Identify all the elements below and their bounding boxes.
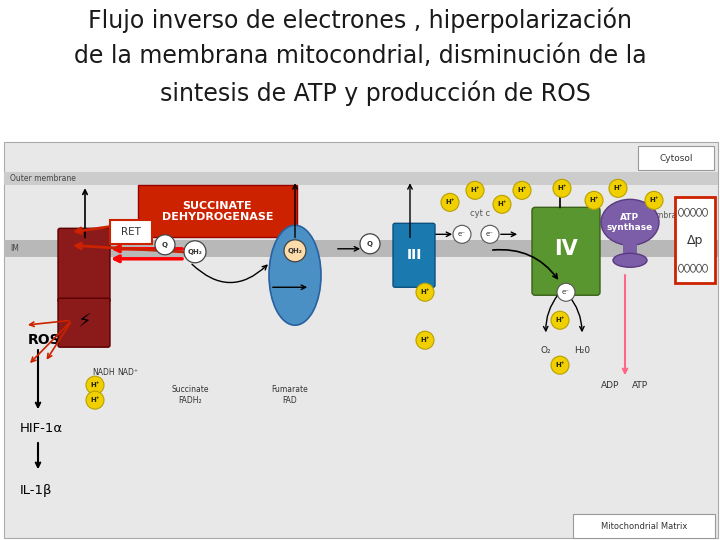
Ellipse shape: [678, 264, 683, 272]
Text: RET: RET: [121, 227, 141, 237]
Text: NADH: NADH: [92, 368, 114, 377]
Text: H⁺: H⁺: [613, 185, 623, 191]
Circle shape: [86, 391, 104, 409]
Text: ⚡: ⚡: [77, 313, 91, 332]
Text: Mitochondrial Matrix: Mitochondrial Matrix: [600, 522, 687, 530]
Text: H₂0: H₂0: [574, 346, 590, 355]
Circle shape: [551, 356, 569, 374]
Text: H⁺: H⁺: [470, 187, 480, 193]
FancyBboxPatch shape: [4, 143, 718, 538]
Circle shape: [513, 181, 531, 199]
Circle shape: [416, 284, 434, 301]
Ellipse shape: [696, 208, 701, 217]
Circle shape: [553, 179, 571, 197]
Text: Outer membrane: Outer membrane: [10, 174, 76, 184]
Circle shape: [645, 191, 663, 210]
Text: H⁺: H⁺: [555, 317, 564, 323]
Ellipse shape: [269, 225, 321, 325]
Circle shape: [155, 235, 175, 255]
Text: e⁻: e⁻: [486, 231, 494, 237]
Bar: [4, 240, 718, 257]
FancyBboxPatch shape: [58, 228, 110, 302]
FancyBboxPatch shape: [138, 185, 297, 237]
Ellipse shape: [703, 208, 708, 217]
Circle shape: [416, 331, 434, 349]
Text: Cytosol: Cytosol: [660, 154, 693, 163]
Text: H⁺: H⁺: [90, 382, 100, 388]
Text: e⁻: e⁻: [458, 231, 466, 237]
Text: H⁺: H⁺: [420, 289, 430, 295]
Circle shape: [609, 179, 627, 197]
Ellipse shape: [690, 208, 696, 217]
Circle shape: [585, 191, 603, 210]
Text: H⁺: H⁺: [555, 362, 564, 368]
Text: H⁺: H⁺: [445, 199, 455, 205]
FancyBboxPatch shape: [675, 197, 715, 284]
Circle shape: [360, 234, 380, 254]
Text: IV: IV: [554, 239, 578, 259]
Ellipse shape: [703, 264, 708, 272]
Circle shape: [557, 284, 575, 301]
Text: ATP: ATP: [632, 381, 648, 390]
FancyBboxPatch shape: [573, 514, 715, 538]
Ellipse shape: [601, 199, 659, 245]
Text: H⁺: H⁺: [557, 185, 567, 191]
Circle shape: [86, 376, 104, 394]
Ellipse shape: [613, 253, 647, 267]
Circle shape: [441, 193, 459, 211]
Text: NAD⁺: NAD⁺: [117, 368, 138, 377]
Text: H⁺: H⁺: [517, 187, 527, 193]
Text: H⁺: H⁺: [90, 397, 100, 403]
Text: IM: IM: [10, 244, 19, 253]
Text: cyt c: cyt c: [470, 210, 490, 218]
Text: Fumarate
FAD: Fumarate FAD: [271, 386, 308, 405]
Ellipse shape: [685, 208, 690, 217]
FancyBboxPatch shape: [58, 298, 110, 347]
Circle shape: [466, 181, 484, 199]
Text: Δp: Δp: [687, 234, 703, 247]
Circle shape: [453, 225, 471, 244]
Text: ATP
synthase: ATP synthase: [607, 213, 653, 232]
Text: Q: Q: [162, 242, 168, 248]
Text: Succinate
FADH₂: Succinate FADH₂: [171, 386, 209, 405]
Text: IL-1β: IL-1β: [20, 483, 53, 497]
Text: HIF-1α: HIF-1α: [20, 422, 63, 435]
Text: QH₂: QH₂: [287, 248, 302, 254]
Text: ROS: ROS: [28, 333, 60, 347]
Text: H⁺: H⁺: [589, 197, 599, 204]
Text: O₂: O₂: [541, 346, 552, 355]
Ellipse shape: [678, 208, 683, 217]
FancyBboxPatch shape: [393, 224, 435, 287]
Text: Intermembrane space: Intermembrane space: [626, 211, 710, 220]
Bar: [623, 220, 637, 255]
Ellipse shape: [690, 264, 696, 272]
Circle shape: [481, 225, 499, 244]
Text: ADP: ADP: [600, 381, 619, 390]
Text: QH₂: QH₂: [188, 249, 202, 255]
Text: SUCCINATE
DEHYDROGENASE: SUCCINATE DEHYDROGENASE: [162, 200, 274, 222]
Circle shape: [284, 240, 306, 262]
FancyBboxPatch shape: [532, 207, 600, 295]
Text: H⁺: H⁺: [649, 197, 659, 204]
Circle shape: [493, 195, 511, 213]
FancyBboxPatch shape: [110, 220, 152, 244]
Text: H⁺: H⁺: [420, 337, 430, 343]
Ellipse shape: [685, 264, 690, 272]
Bar: [4, 172, 718, 185]
Text: H⁺: H⁺: [498, 201, 507, 207]
Text: Q: Q: [367, 241, 373, 247]
FancyBboxPatch shape: [638, 146, 714, 170]
Text: e⁻: e⁻: [562, 289, 570, 295]
Circle shape: [184, 241, 206, 263]
Text: Flujo inverso de electrones , hiperpolarización
de la membrana mitocondrial, dis: Flujo inverso de electrones , hiperpolar…: [73, 8, 647, 106]
Circle shape: [551, 311, 569, 329]
Ellipse shape: [696, 264, 701, 272]
Text: III: III: [406, 248, 422, 262]
